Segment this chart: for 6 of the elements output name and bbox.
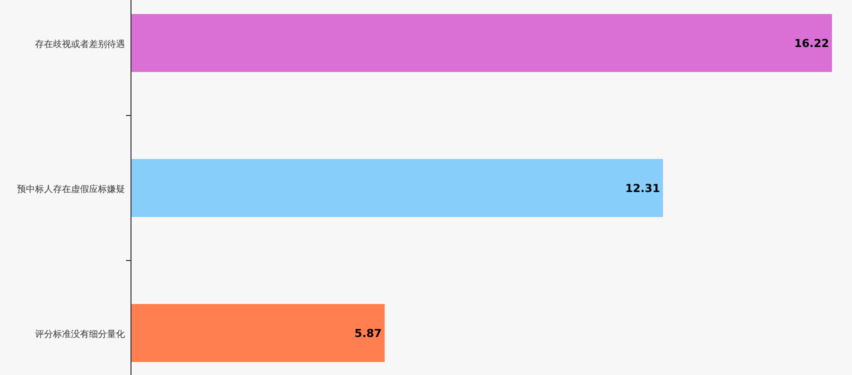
data-label: 5.87 xyxy=(354,327,382,340)
data-label: 16.22 xyxy=(794,37,829,50)
data-label: 12.31 xyxy=(625,182,660,195)
y-tick-label: 存在歧视或者差别待遇 xyxy=(35,39,125,50)
y-tick-label: 预中标人存在虚假应标嫌疑 xyxy=(17,184,125,195)
y-tick-label: 评分标准没有细分量化 xyxy=(35,329,125,340)
